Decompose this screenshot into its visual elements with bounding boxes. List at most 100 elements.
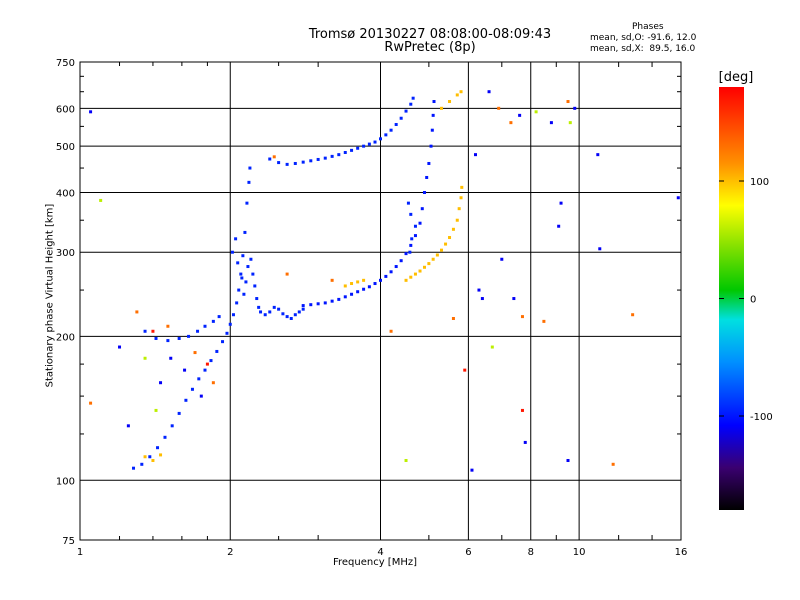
data-point [350, 292, 354, 296]
data-point [244, 280, 248, 284]
data-point [379, 137, 382, 141]
data-point [394, 265, 398, 269]
data-point [243, 230, 247, 234]
data-point [418, 221, 422, 225]
data-point [362, 278, 366, 282]
data-point [350, 148, 354, 152]
data-point [240, 276, 244, 280]
data-point [379, 278, 382, 282]
data-point [566, 100, 570, 104]
data-point [409, 275, 413, 279]
data-point [463, 368, 467, 372]
data-point [135, 310, 139, 314]
data-point [197, 377, 201, 381]
data-point [384, 133, 388, 137]
data-point [509, 121, 513, 125]
data-point [257, 305, 261, 309]
phases-stats-x: mean, sd,X: 89.5, 16.0 [590, 44, 696, 54]
data-point [448, 236, 452, 240]
data-point [343, 150, 347, 154]
data-point [217, 315, 221, 319]
colorbar-tick-label: 0 [750, 295, 756, 306]
data-point [444, 242, 448, 246]
data-point [330, 154, 334, 158]
data-point [231, 313, 235, 317]
colorbar-tick-label: -100 [750, 412, 773, 423]
data-point [235, 301, 239, 305]
data-point [230, 250, 234, 254]
y-tick-label: 300 [56, 248, 75, 259]
data-point [362, 144, 366, 148]
x-tick-label: 8 [528, 547, 534, 558]
data-point [394, 123, 398, 127]
data-point [170, 424, 174, 428]
data-point [404, 458, 408, 462]
data-point [459, 196, 463, 200]
data-point [151, 329, 155, 333]
data-point [166, 324, 170, 328]
data-point [431, 257, 435, 261]
data-point [156, 446, 160, 450]
y-tick-label: 600 [56, 104, 75, 115]
data-point [430, 128, 434, 132]
data-point [542, 319, 546, 323]
data-point [611, 462, 615, 466]
data-point [350, 282, 354, 286]
data-point [435, 253, 439, 257]
data-point [199, 394, 203, 398]
data-point [457, 207, 461, 211]
data-point [523, 440, 527, 444]
data-point [285, 272, 289, 276]
data-point [367, 142, 371, 146]
data-point [246, 265, 250, 269]
data-point [251, 272, 255, 276]
data-point [487, 90, 491, 94]
data-point [455, 93, 459, 97]
data-point [277, 307, 281, 311]
data-point [211, 319, 215, 323]
data-point [451, 316, 455, 320]
data-point [404, 252, 408, 256]
data-point [410, 237, 414, 241]
data-point [406, 201, 410, 205]
data-point [413, 272, 417, 276]
data-point [534, 110, 538, 114]
data-point [440, 248, 444, 252]
data-point [330, 278, 334, 282]
data-point [409, 212, 413, 216]
data-point [143, 329, 147, 333]
data-point [425, 175, 429, 179]
data-point [159, 381, 163, 385]
data-point [99, 198, 103, 202]
data-point [518, 113, 522, 117]
x-tick-label: 6 [465, 547, 471, 558]
x-tick-label: 16 [675, 547, 688, 558]
data-point [177, 411, 181, 415]
data-point [309, 159, 313, 163]
x-tick-label: 10 [573, 547, 586, 558]
data-point [89, 401, 93, 405]
data-point [118, 345, 122, 349]
data-point [297, 310, 301, 314]
data-point [293, 161, 297, 165]
data-point [411, 96, 415, 100]
data-point [140, 462, 144, 466]
data-point [277, 161, 281, 165]
data-point [248, 166, 252, 170]
data-point [309, 303, 313, 307]
data-point [196, 329, 200, 333]
data-point [237, 288, 241, 292]
data-point [272, 155, 276, 159]
data-point [399, 259, 403, 263]
data-point [143, 356, 147, 360]
data-point [497, 106, 501, 110]
y-tick-label: 75 [62, 536, 75, 547]
data-point [236, 261, 240, 265]
data-point [215, 349, 219, 353]
phases-stats-title: Phases [632, 22, 664, 32]
data-point [242, 292, 246, 296]
data-point [676, 196, 680, 200]
data-point [418, 269, 422, 273]
data-point [281, 312, 285, 316]
data-point [337, 297, 341, 301]
